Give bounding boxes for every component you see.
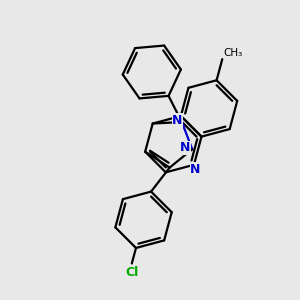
Text: Cl: Cl xyxy=(125,266,139,279)
Text: N: N xyxy=(190,163,201,176)
Text: N: N xyxy=(180,141,190,154)
Text: CH₃: CH₃ xyxy=(224,48,243,58)
Text: N: N xyxy=(172,114,183,127)
